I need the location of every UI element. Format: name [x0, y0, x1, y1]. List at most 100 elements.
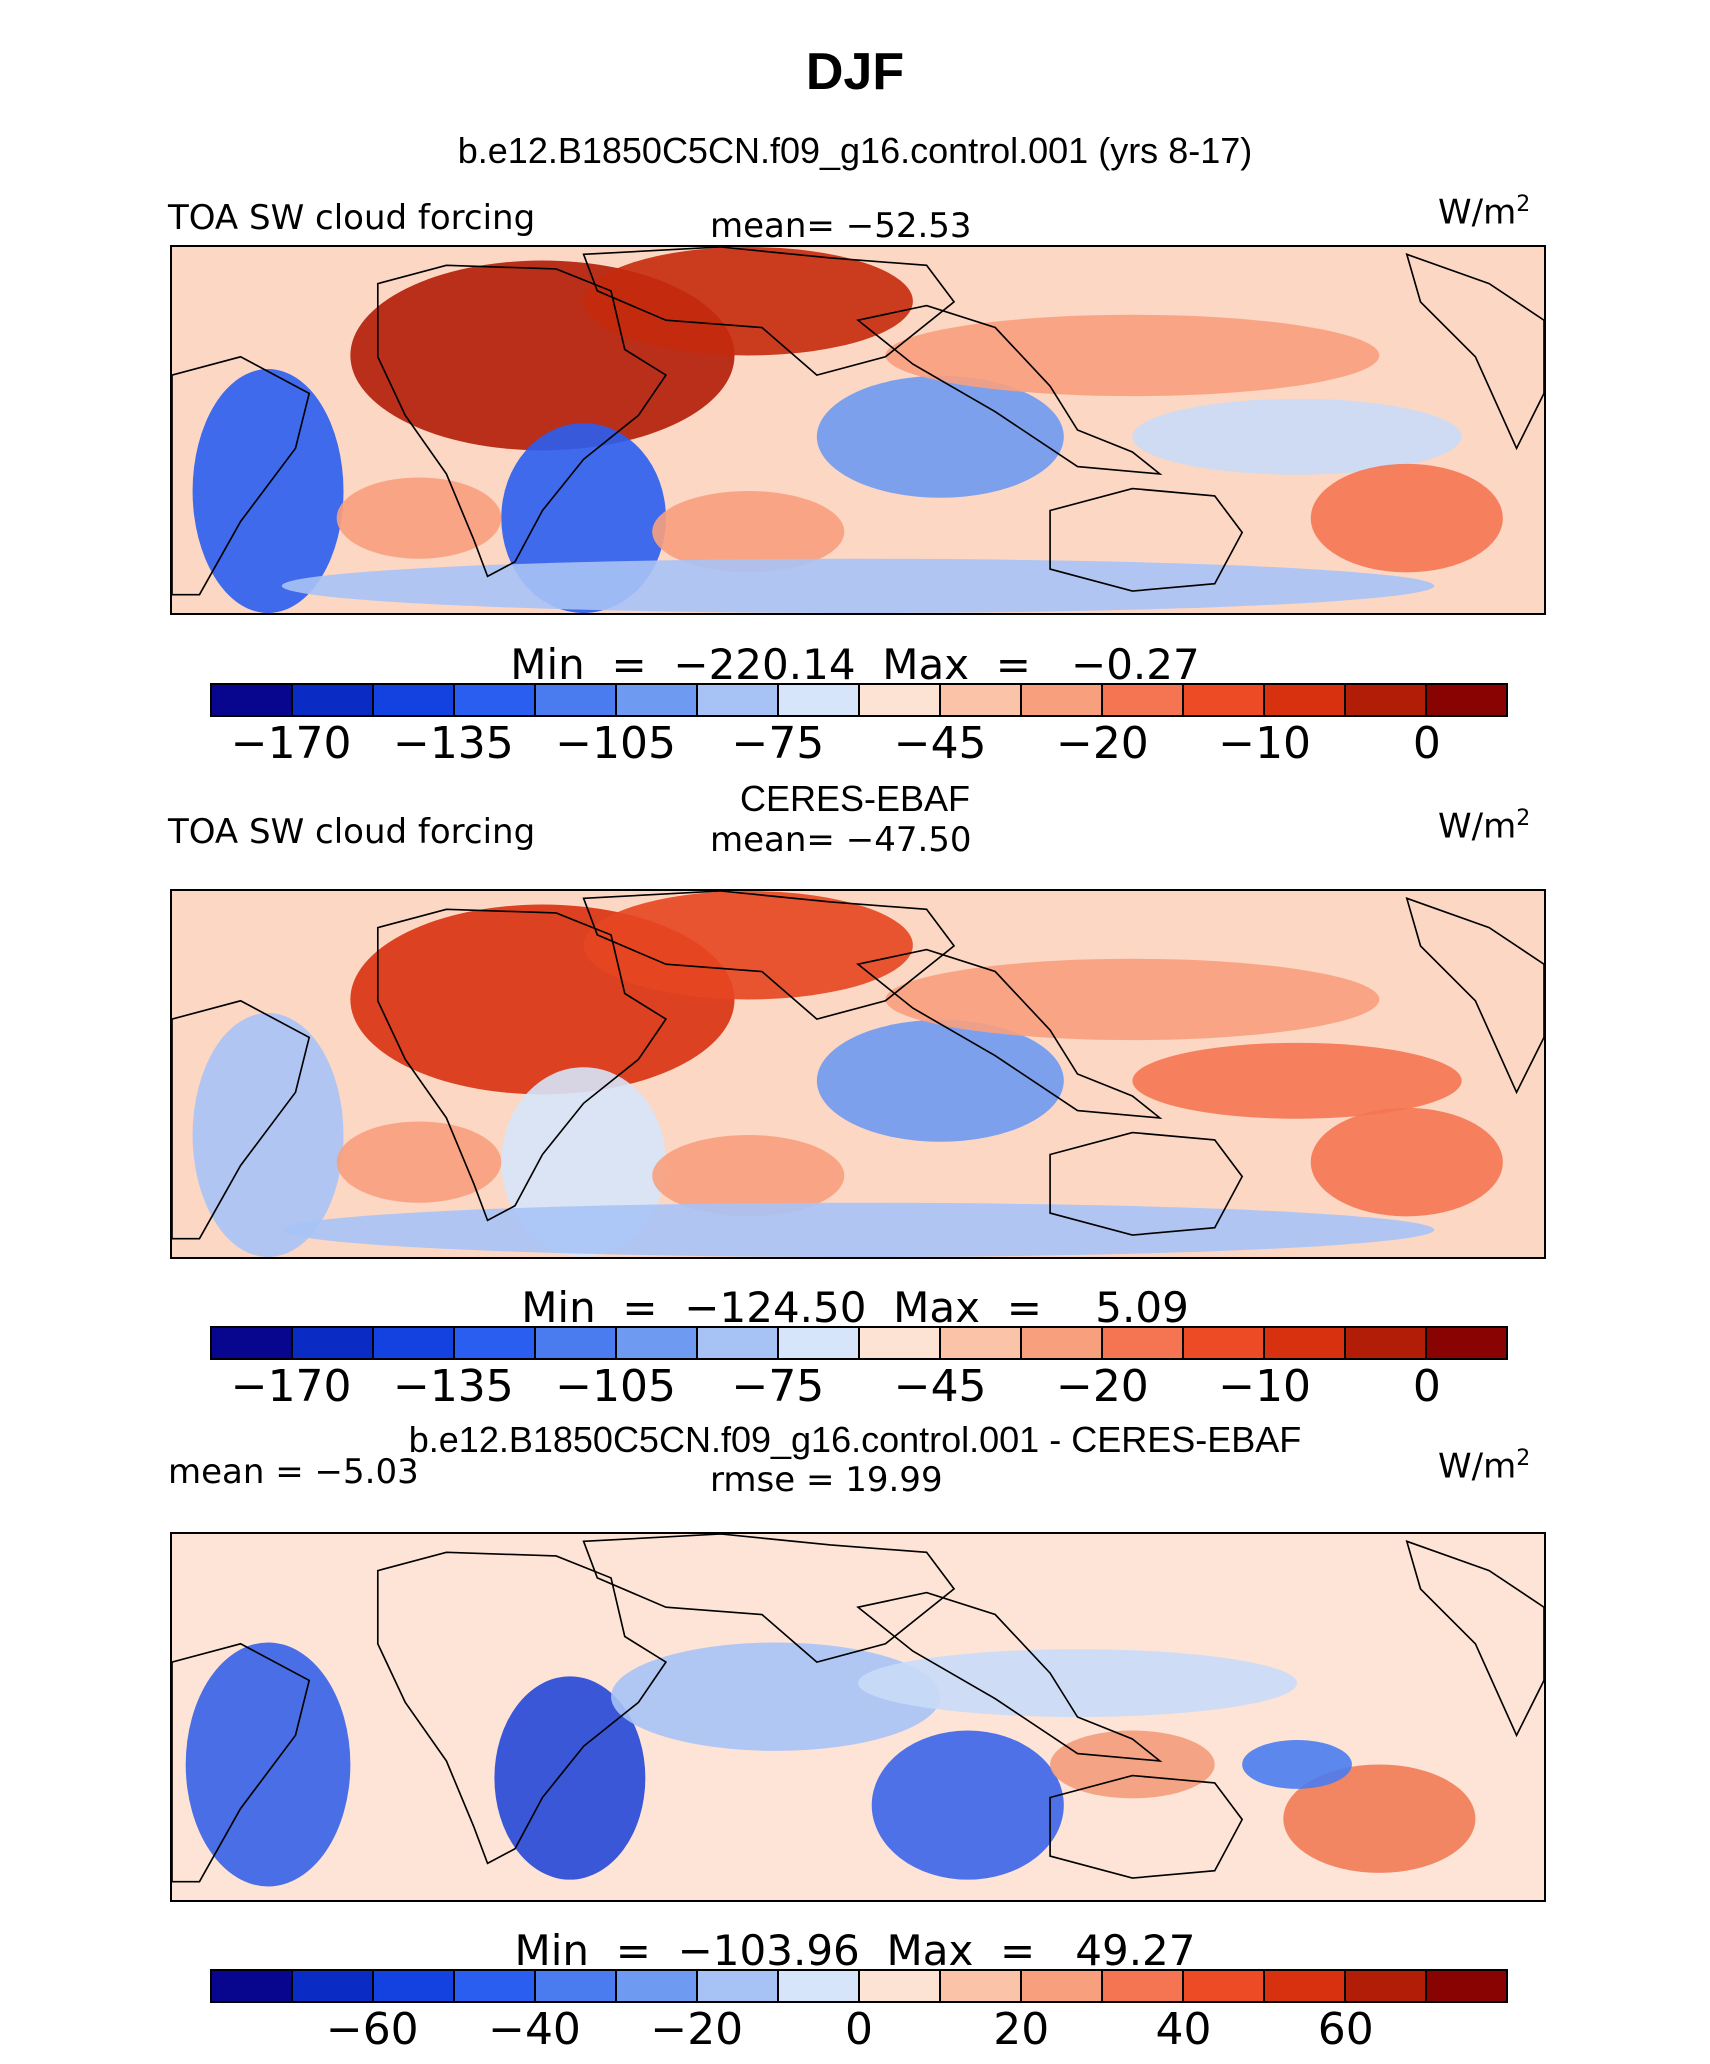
colorbar-tick-label: −135 — [392, 1361, 514, 1412]
colorbar-box — [698, 1328, 779, 1358]
colorbar-box — [617, 685, 698, 715]
colorbar-box — [1184, 685, 1265, 715]
field-region — [1310, 1107, 1503, 1217]
colorbar-box — [212, 1971, 293, 2001]
colorbar-tick-label: −20 — [650, 2004, 744, 2055]
center-label: mean= −47.50 — [710, 820, 972, 860]
units-label: W/m2 — [1438, 192, 1530, 232]
field-region — [1050, 1730, 1215, 1799]
colorbar-tick-label: 0 — [1412, 718, 1441, 769]
colorbar-box — [941, 1328, 1022, 1358]
colorbar-box — [860, 1328, 941, 1358]
colorbar-box — [293, 685, 374, 715]
colorbar-box — [1346, 685, 1427, 715]
left-label: TOA SW cloud forcing — [168, 812, 536, 852]
field-region — [1132, 398, 1462, 475]
colorbar-box — [1184, 1328, 1265, 1358]
colorbar-box — [536, 685, 617, 715]
colorbar-box — [1265, 1971, 1346, 2001]
field-region — [1310, 463, 1503, 573]
colorbar-tick-label: −170 — [230, 718, 352, 769]
colorbar-box — [1427, 1328, 1506, 1358]
colorbar — [210, 683, 1508, 717]
colorbar — [210, 1326, 1508, 1360]
coastline — [376, 1551, 668, 1865]
field-region — [885, 314, 1380, 397]
field-region — [1242, 1740, 1352, 1789]
field-region — [885, 958, 1380, 1041]
field-region — [816, 375, 1064, 498]
field-region — [652, 1135, 845, 1217]
map — [170, 245, 1546, 615]
colorbar-tick-label: 0 — [845, 2004, 873, 2055]
colorbar-box — [1022, 1328, 1103, 1358]
field-region — [652, 491, 845, 573]
panel-title: CERES-EBAF — [739, 778, 971, 819]
units-base: W/m — [1438, 806, 1517, 847]
colorbar-box — [779, 1328, 860, 1358]
coastline — [1405, 253, 1544, 451]
colorbar-tick-label: −10 — [1218, 718, 1312, 769]
colorbar-tick-label: −75 — [731, 718, 825, 769]
map-plot — [172, 1534, 1544, 1900]
units-base: W/m — [1438, 1446, 1517, 1487]
colorbar-tick-label: −135 — [392, 718, 514, 769]
coastline — [1049, 487, 1244, 592]
colorbar-tick-label: −20 — [1055, 718, 1149, 769]
colorbar-tick-label: 60 — [1317, 2004, 1374, 2055]
map-plot — [172, 247, 1544, 613]
colorbar-tick-label: −60 — [325, 2004, 419, 2055]
coastline — [856, 304, 1163, 475]
coastline — [376, 908, 668, 1222]
colorbar-box — [860, 685, 941, 715]
units-exponent: 2 — [1516, 806, 1531, 831]
units-label: W/m2 — [1438, 1446, 1530, 1486]
coastline — [172, 355, 311, 596]
field-region — [192, 369, 344, 613]
map-plot — [172, 891, 1544, 1257]
coastline — [1049, 1774, 1244, 1879]
colorbar-tick-label: −105 — [555, 718, 677, 769]
colorbar-box — [617, 1328, 698, 1358]
panel-title: b.e12.B1850C5CN.f09_g16.control.001 (yrs… — [457, 130, 1253, 171]
colorbar-box — [941, 685, 1022, 715]
coastline — [172, 1642, 311, 1883]
colorbar-box — [536, 1971, 617, 2001]
colorbar-box — [374, 1971, 455, 2001]
coastline — [582, 891, 956, 1020]
figure-title: DJF — [805, 43, 905, 101]
units-base: W/m — [1438, 192, 1517, 233]
colorbar-box — [455, 685, 536, 715]
coastline — [172, 999, 311, 1240]
colorbar-box — [1427, 685, 1506, 715]
colorbar-box — [779, 1971, 860, 2001]
units-exponent: 2 — [1516, 192, 1531, 217]
colorbar-ticks: −170 −135 −105 −75 −45 −20 −10 0 — [210, 1361, 1508, 1412]
colorbar-box — [779, 685, 860, 715]
colorbar-box — [1103, 1328, 1184, 1358]
field-region — [281, 1202, 1435, 1257]
colorbar-tick-label: −45 — [893, 718, 987, 769]
coastline — [582, 1534, 956, 1663]
panel-title: b.e12.B1850C5CN.f09_g16.control.001 - CE… — [408, 1419, 1302, 1460]
units-exponent: 2 — [1516, 1446, 1531, 1471]
colorbar-tick-label: −170 — [230, 1361, 352, 1412]
colorbar — [210, 1969, 1508, 2003]
colorbar-box — [1184, 1971, 1265, 2001]
min-max-label: Min = −220.14 Max = −0.27 — [510, 640, 1200, 689]
units-label: W/m2 — [1438, 806, 1530, 846]
coastline — [1405, 1540, 1544, 1738]
colorbar-tick-label: −20 — [1055, 1361, 1149, 1412]
colorbar-tick-label: 0 — [1412, 1361, 1441, 1412]
colorbar-box — [1265, 685, 1346, 715]
colorbar-box — [536, 1328, 617, 1358]
coastline — [376, 264, 668, 578]
colorbar-box — [698, 685, 779, 715]
field-region — [583, 891, 913, 1000]
colorbar-box — [212, 1328, 293, 1358]
min-max-label: Min = −124.50 Max = 5.09 — [521, 1283, 1189, 1332]
colorbar-box — [293, 1971, 374, 2001]
map — [170, 1532, 1546, 1902]
colorbar-box — [1103, 1971, 1184, 2001]
colorbar-box — [1022, 685, 1103, 715]
